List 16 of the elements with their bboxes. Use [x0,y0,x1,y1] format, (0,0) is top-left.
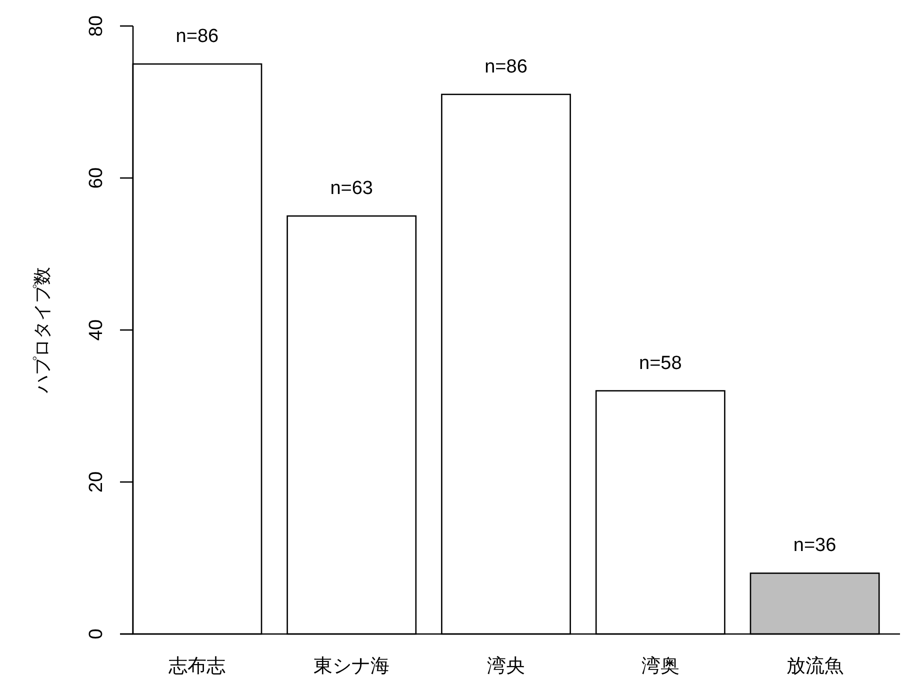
y-tick-label: 40 [86,319,107,341]
y-tick-label: 0 [86,628,107,640]
y-tick-label: 60 [86,167,107,189]
x-tick-label: 東シナ海 [314,656,390,677]
annotation: n=58 [639,352,682,374]
x-tick-label: 湾奥 [641,655,680,677]
annotation: n=86 [176,26,219,47]
annotation: n=86 [484,56,528,78]
x-tick-label: 放流魚 [786,655,844,677]
y-tick-label: 80 [86,15,107,37]
x-tick-label: 志布志 [168,656,226,677]
y-tick-label: 20 [86,471,107,493]
annotation: n=36 [793,535,836,556]
annotation: n=63 [330,178,373,199]
y-axis-title: ハプロタイプ数 [32,267,52,394]
x-tick-label: 湾央 [487,655,525,677]
